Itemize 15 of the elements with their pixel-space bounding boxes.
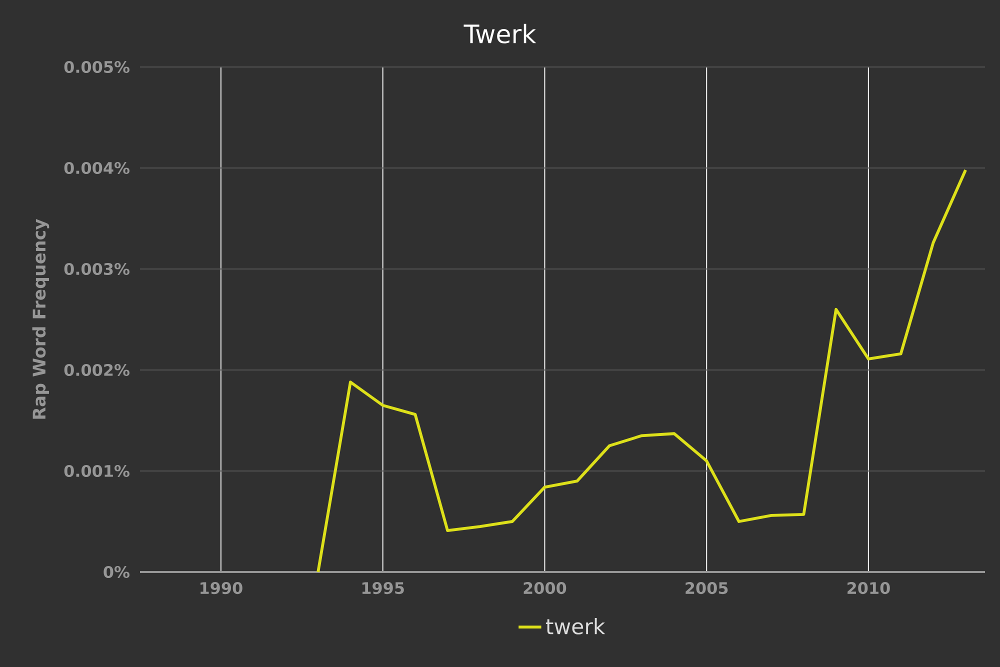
x-tick-label: 2010 — [848, 582, 890, 594]
y-tick-label: 0.001% — [64, 464, 130, 478]
line-series — [316, 168, 968, 574]
y-tick-label: 0.005% — [64, 60, 130, 74]
x-tick-label: 1990 — [200, 582, 242, 594]
y-tick-label: 0.003% — [64, 262, 130, 276]
y-tick-label: 0% — [104, 566, 130, 578]
y-tick-label: 0.002% — [64, 364, 130, 376]
x-tick-label: 2005 — [686, 582, 728, 594]
chart-title: Twerk — [464, 24, 536, 44]
x-tick-label: 2000 — [524, 582, 566, 594]
legend-label: twerk — [546, 618, 606, 634]
x-tick-label: 1995 — [362, 582, 404, 594]
y-tick-label: 0.004% — [64, 162, 130, 174]
y-axis-title: Rap Word Frequency — [32, 219, 50, 419]
